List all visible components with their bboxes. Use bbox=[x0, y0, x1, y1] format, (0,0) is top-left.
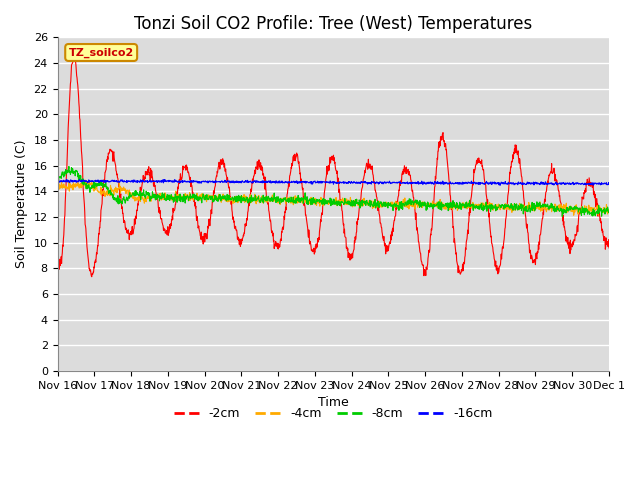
Legend: -2cm, -4cm, -8cm, -16cm: -2cm, -4cm, -8cm, -16cm bbox=[169, 402, 498, 425]
Text: TZ_soilco2: TZ_soilco2 bbox=[68, 48, 134, 58]
X-axis label: Time: Time bbox=[318, 396, 349, 409]
Y-axis label: Soil Temperature (C): Soil Temperature (C) bbox=[15, 140, 28, 268]
Title: Tonzi Soil CO2 Profile: Tree (West) Temperatures: Tonzi Soil CO2 Profile: Tree (West) Temp… bbox=[134, 15, 532, 33]
